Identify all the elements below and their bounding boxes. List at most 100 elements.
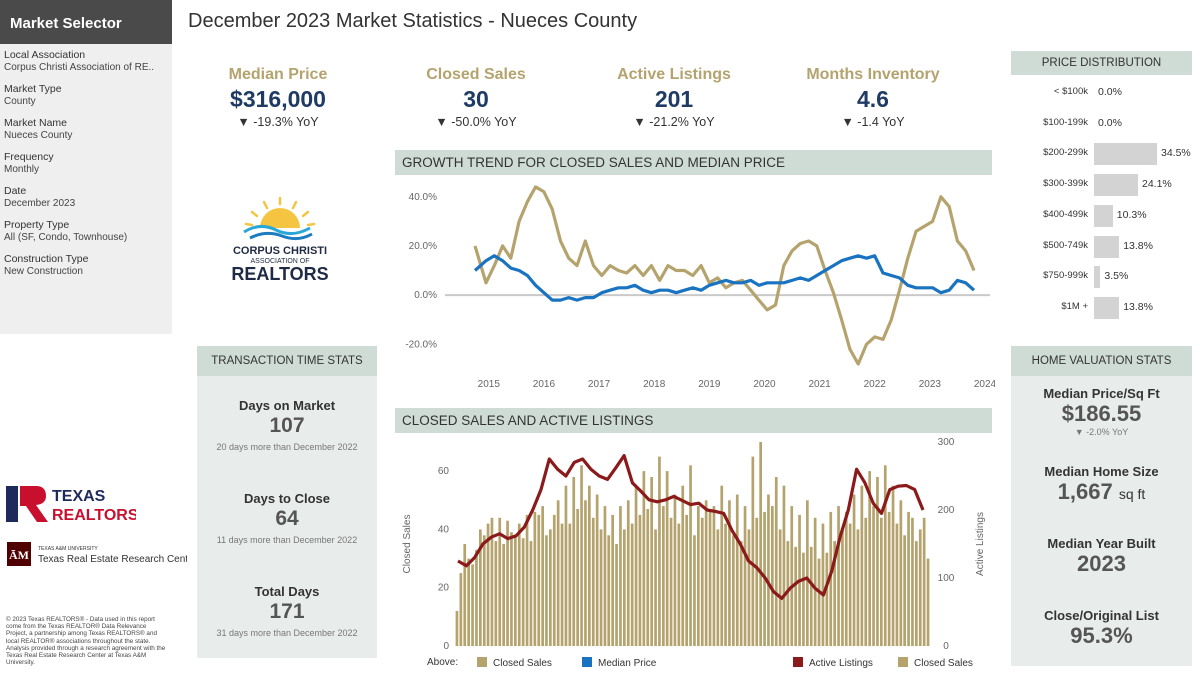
- stat-days-to-close: Days to Close 64 11 days more than Decem…: [197, 491, 377, 545]
- transaction-time-stats-header: TRANSACTION TIME STATS: [197, 346, 377, 376]
- closed-sales-bar: [560, 523, 564, 646]
- filter-value[interactable]: Monthly: [4, 164, 40, 175]
- closed-sales-bar: [549, 529, 552, 646]
- closed-sales-bar: [899, 500, 903, 646]
- stat-note: 31 days more than December 2022: [216, 628, 358, 638]
- price-distribution-header: PRICE DISTRIBUTION: [1011, 51, 1192, 75]
- closed-sales-bar: [541, 506, 544, 646]
- closed-sales-bar: [490, 517, 494, 646]
- filter-local-association[interactable]: Local Association Corpus Christi Associat…: [0, 49, 172, 74]
- filter-value[interactable]: Corpus Christi Association of RE..: [4, 62, 155, 73]
- kpi-change: ▼ -50.0% YoY: [435, 115, 517, 129]
- closed-sales-bar: [646, 509, 650, 646]
- closed-sales-bar: [533, 511, 537, 646]
- filter-market-name[interactable]: Market Name Nueces County: [0, 117, 172, 142]
- y-tick-label-right: 0: [943, 641, 949, 652]
- closed-sales-bar: [759, 442, 762, 646]
- closed-sales-bar: [517, 523, 521, 646]
- filter-value[interactable]: County: [4, 96, 36, 107]
- stat-value: 107: [269, 414, 305, 437]
- closed-sales-bar: [895, 523, 899, 646]
- price-bucket-label: < $100k: [1053, 86, 1088, 97]
- series-line-closed-sales: [473, 185, 976, 366]
- closed-sales-bar: [623, 529, 626, 646]
- filter-label: Property Type: [4, 219, 70, 231]
- stat-total-days: Total Days 171 31 days more than Decembe…: [197, 584, 377, 638]
- stat-median-price-sqft: Median Price/Sq Ft $186.55 ▼ -2.0% YoY: [1011, 386, 1192, 437]
- filter-label: Market Name: [4, 117, 68, 129]
- legend-swatch: [582, 657, 592, 667]
- kpi-change: ▼ -19.3% YoY: [237, 115, 319, 129]
- chart-legend: Above: Closed Sales Median Price Active …: [0, 657, 1200, 671]
- x-tick-label: 2017: [588, 379, 611, 390]
- closed-sales-bar: [638, 514, 642, 646]
- price-bucket-bar: [1094, 143, 1157, 166]
- stat-value: 95.3%: [1070, 623, 1133, 648]
- closed-sales-bar: [525, 514, 529, 646]
- y-tick-label-left: 0: [443, 641, 449, 652]
- y-tick-label-right: 300: [938, 437, 955, 448]
- home-valuation-stats-header: HOME VALUATION STATS: [1011, 346, 1192, 376]
- tamu-small-text: TEXAS A&M UNIVERSITY: [38, 546, 98, 552]
- price-bucket-pct: 34.5%: [1161, 147, 1191, 160]
- closed-sales-bar: [907, 511, 910, 646]
- filter-label: Date: [4, 185, 27, 197]
- closed-sales-bar: [529, 541, 533, 646]
- closed-sales-bar: [568, 523, 572, 646]
- price-bucket-row: $300-399k 24.1%: [1012, 174, 1192, 197]
- closed-sales-bar: [662, 506, 665, 646]
- filter-value[interactable]: New Construction: [4, 266, 83, 277]
- closed-sales-bar: [708, 511, 712, 646]
- closed-sales-bar: [903, 535, 906, 646]
- closed-sales-bar: [584, 500, 587, 646]
- home-size-unit: sq ft: [1118, 486, 1146, 502]
- closed-sales-bar: [778, 529, 782, 646]
- closed-sales-bar: [817, 558, 821, 646]
- filter-label: Construction Type: [4, 253, 89, 265]
- texas-realtors-logo: TEXAS REALTORS: [6, 486, 136, 524]
- closed-sales-bar: [673, 494, 677, 646]
- filter-property-type[interactable]: Property Type All (SF, Condo, Townhouse): [0, 219, 172, 244]
- y-tick-label: 0.0%: [414, 290, 437, 301]
- filter-frequency[interactable]: Frequency Monthly: [0, 151, 172, 176]
- closed-sales-bar: [876, 477, 879, 646]
- closed-sales-bar: [630, 523, 634, 646]
- stat-value: 64: [275, 507, 299, 530]
- filter-date[interactable]: Date December 2023: [0, 185, 172, 210]
- legend-label: Median Price: [598, 658, 657, 669]
- closed-sales-bar: [860, 485, 864, 646]
- closed-sales-bar: [607, 535, 611, 646]
- legend-swatch: [793, 657, 803, 667]
- filter-value[interactable]: All (SF, Condo, Townhouse): [4, 232, 128, 243]
- closed-sales-bar: [856, 529, 860, 646]
- closed-sales-bar: [537, 514, 541, 646]
- closed-sales-bar: [833, 541, 836, 646]
- logo-line-3: REALTORS: [231, 264, 328, 284]
- kpi-value: 201: [654, 86, 694, 112]
- copyright-notice: © 2023 Texas REALTORS® - Data used in th…: [6, 616, 166, 667]
- stat-days-on-market: Days on Market 107 20 days more than Dec…: [197, 398, 377, 452]
- x-tick-label: 2023: [919, 379, 942, 390]
- filter-construction-type[interactable]: Construction Type New Construction: [0, 253, 172, 278]
- closed-sales-bar: [809, 546, 813, 646]
- price-bucket-row: $750-999k 3.5%: [1012, 266, 1192, 289]
- closed-sales-bar: [482, 535, 486, 646]
- kpi-active-listings: Active Listings 201 ▼ -21.2% YoY: [589, 66, 759, 129]
- closed-sales-bar: [813, 517, 817, 646]
- closed-sales-bar: [455, 611, 459, 646]
- filter-value[interactable]: Nueces County: [4, 130, 73, 141]
- closed-sales-bar: [502, 544, 505, 646]
- closed-sales-bar: [669, 517, 673, 646]
- closed-sales-bar: [891, 485, 895, 646]
- y-tick-label: 20.0%: [409, 241, 437, 252]
- filter-market-type[interactable]: Market Type County: [0, 83, 172, 108]
- closed-sales-bar: [739, 541, 743, 646]
- legend-above-label: Above:: [427, 657, 459, 668]
- filter-value[interactable]: December 2023: [4, 198, 76, 209]
- closed-sales-bar: [591, 517, 595, 646]
- texas-r-icon: [6, 486, 48, 522]
- closed-sales-bar: [915, 541, 918, 646]
- corpus-christi-realtors-logo: CORPUS CHRISTI ASSOCIATION OF REALTORS: [231, 196, 329, 284]
- x-tick-label: 2024: [974, 379, 995, 390]
- kpi-closed-sales: Closed Sales 30 ▼ -50.0% YoY: [391, 66, 561, 129]
